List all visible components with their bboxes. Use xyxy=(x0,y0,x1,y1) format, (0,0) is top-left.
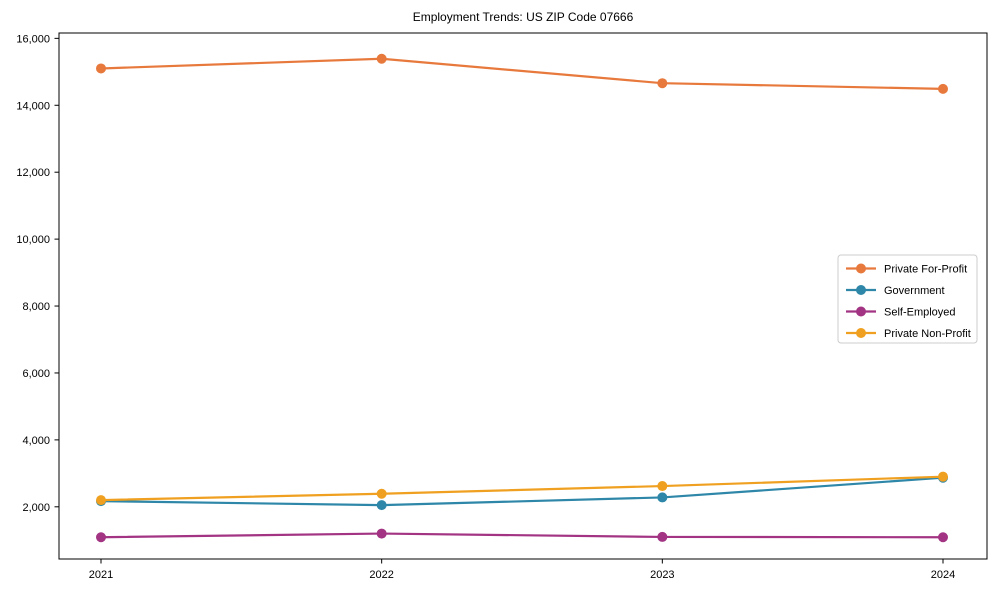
legend-label: Self-Employed xyxy=(884,307,956,319)
legend-item-private-for-profit: Private For-Profit xyxy=(846,263,967,276)
series-marker-private-non-profit xyxy=(96,495,106,506)
y-tick-label: 12,000 xyxy=(16,167,50,179)
plot-area: 2,000 4,000 6,000 8,000 10,000 12,000 14,000 16… xyxy=(16,32,988,581)
legend-box xyxy=(837,254,978,344)
y-tick-label: 14,000 xyxy=(16,100,50,112)
series-marker-private-non-profit xyxy=(376,488,387,499)
legend-item-private-non-profit: Private Non-Profit xyxy=(846,328,971,340)
legend-marker xyxy=(856,263,866,274)
series-marker-private-for-profit xyxy=(938,83,948,94)
series-marker-private-for-profit xyxy=(96,63,106,74)
series-marker-private-non-profit xyxy=(938,471,948,482)
legend-item-self-employed: Self-Employed xyxy=(846,306,956,319)
series-line-self-employed xyxy=(100,532,944,539)
legend-label: Government xyxy=(884,285,945,297)
series-marker-self-employed xyxy=(938,532,948,543)
series-line-private-for-profit xyxy=(100,57,944,90)
series-marker-self-employed xyxy=(657,531,668,542)
series-line-government xyxy=(100,476,944,507)
y-tick-label: 6,000 xyxy=(22,368,50,380)
legend-marker xyxy=(856,306,866,317)
y-tick-label: 2,000 xyxy=(22,502,50,514)
y-tick-label: 16,000 xyxy=(16,33,50,45)
series-marker-government xyxy=(657,492,668,503)
series-line-private-non-profit xyxy=(100,475,944,502)
series-marker-self-employed xyxy=(376,528,387,539)
series-marker-private-for-profit xyxy=(376,53,387,64)
series-marker-private-for-profit xyxy=(657,78,668,89)
legend-marker xyxy=(856,285,866,295)
x-tick-label: 2023 xyxy=(650,569,674,581)
y-tick-label: 10,000 xyxy=(16,234,50,246)
x-tick-label: 2021 xyxy=(89,569,113,581)
legend-marker xyxy=(856,328,866,338)
x-tick-label: 2022 xyxy=(369,569,393,581)
legend-item-government: Government xyxy=(846,285,945,297)
legend-label: Private For-Profit xyxy=(884,264,967,276)
chart-title: Employment Trends: US ZIP Code 07666 xyxy=(413,10,634,24)
series-marker-private-non-profit xyxy=(657,481,668,492)
y-tick-label: 4,000 xyxy=(22,435,50,447)
series-marker-government xyxy=(376,500,387,511)
axes-frame xyxy=(58,32,988,560)
series-marker-self-employed xyxy=(96,532,106,543)
y-tick-label: 8,000 xyxy=(22,301,50,313)
x-tick-label: 2024 xyxy=(931,569,955,581)
legend-label: Private Non-Profit xyxy=(884,328,971,340)
chart-legend: Private For-Profit Government Self-Employe… xyxy=(837,254,978,344)
